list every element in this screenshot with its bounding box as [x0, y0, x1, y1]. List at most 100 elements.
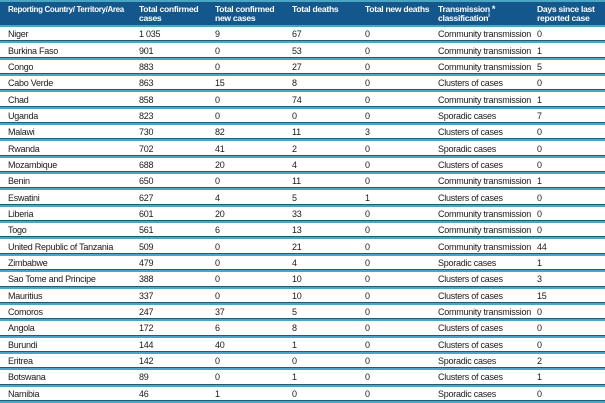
cell-country: Botswana	[8, 372, 46, 383]
cell-classification: Sporadic cases	[438, 257, 497, 268]
cell-country: Zimbabwe	[8, 257, 48, 268]
cell-deaths: 1	[292, 339, 297, 350]
cell-total-cases: 144	[139, 339, 154, 350]
cell-deaths: 0	[292, 110, 297, 121]
cell-classification: Clusters of cases	[438, 192, 503, 203]
cell-deaths: 4	[292, 257, 297, 268]
cell-classification: Clusters of cases	[438, 372, 503, 383]
cell-days-since-last: 0	[537, 208, 542, 219]
table-row: Comoros 247 37 5 0 Community transmission 0	[0, 304, 605, 322]
cell-total-cases: 863	[139, 78, 154, 89]
cell-deaths: 10	[292, 274, 302, 285]
cell-country: Liberia	[8, 208, 34, 219]
table-row: Eritrea 142 0 0 0 Sporadic cases 2	[0, 353, 605, 371]
cell-deaths: 2	[292, 143, 297, 154]
cell-total-cases: 479	[139, 257, 154, 268]
cell-classification: Community transmission	[438, 208, 532, 219]
table-header: Reporting Country/ Territory/Area Total …	[0, 0, 605, 27]
cell-days-since-last: 0	[537, 127, 542, 138]
cell-country: Mozambique	[8, 159, 58, 170]
cell-classification: Clusters of cases	[438, 323, 503, 334]
column-header-classification: Transmission * classificationi	[432, 2, 531, 24]
cell-new-deaths: 0	[365, 225, 370, 236]
cell-classification: Sporadic cases	[438, 143, 497, 154]
cell-total-cases: 142	[139, 356, 154, 367]
table-row: Angola 172 6 8 0 Clusters of cases 0	[0, 321, 605, 338]
cell-new-deaths: 0	[365, 388, 370, 399]
table-row: Zimbabwe 479 0 4 0 Sporadic cases 1	[0, 255, 605, 273]
cell-classification: Community transmission	[438, 176, 532, 187]
cell-new-cases: 0	[215, 110, 220, 121]
cell-days-since-last: 0	[537, 78, 542, 89]
cell-new-deaths: 3	[365, 127, 370, 138]
cell-deaths: 8	[292, 323, 297, 334]
cell-days-since-last: 1	[537, 176, 542, 187]
cell-classification: Community transmission	[438, 94, 532, 105]
cell-days-since-last: 5	[537, 61, 542, 72]
cell-deaths: 74	[292, 94, 302, 105]
cell-deaths: 27	[292, 61, 302, 72]
column-header-country: Reporting Country/ Territory/Area	[8, 5, 124, 14]
cell-new-deaths: 0	[365, 372, 370, 383]
cell-new-deaths: 0	[365, 176, 370, 187]
table-row: Chad 858 0 74 0 Community transmission 1	[0, 92, 605, 109]
cell-country: Mauritius	[8, 290, 43, 301]
cell-new-deaths: 0	[365, 143, 370, 154]
cell-classification: Community transmission	[438, 307, 532, 318]
cell-days-since-last: 3	[537, 274, 542, 285]
cell-new-cases: 0	[215, 241, 220, 252]
cell-country: Cabo Verde	[8, 78, 54, 89]
cell-days-since-last: 44	[537, 241, 547, 252]
table-row: Uganda 823 0 0 0 Sporadic cases 7	[0, 108, 605, 126]
cell-new-cases: 0	[215, 61, 220, 72]
cell-total-cases: 702	[139, 143, 154, 154]
table-row: Niger 1 035 9 67 0 Community transmission 0	[0, 27, 605, 44]
cell-classification: Clusters of cases	[438, 78, 503, 89]
table-row: Botswana 89 0 1 0 Clusters of cases 1	[0, 370, 605, 387]
cell-total-cases: 901	[139, 45, 154, 56]
cell-country: Chad	[8, 94, 29, 105]
cell-country: Rwanda	[8, 143, 40, 154]
cell-total-cases: 1 035	[139, 29, 161, 40]
cell-deaths: 11	[292, 127, 301, 138]
column-header-total-cases: Total confirmed cases	[139, 4, 199, 24]
cell-total-cases: 247	[139, 307, 154, 318]
cell-classification: Community transmission	[438, 241, 532, 252]
cell-days-since-last: 1	[537, 45, 542, 56]
cell-deaths: 33	[292, 208, 302, 219]
cell-total-cases: 688	[139, 159, 154, 170]
cell-country: Angola	[8, 323, 35, 334]
cell-country: Burkina Faso	[8, 45, 59, 56]
cell-classification: Clusters of cases	[438, 339, 503, 350]
cell-new-cases: 20	[215, 159, 225, 170]
cell-new-cases: 4	[215, 192, 220, 203]
cell-deaths: 11	[292, 176, 301, 187]
cell-classification: Clusters of cases	[438, 127, 503, 138]
cell-days-since-last: 0	[537, 143, 542, 154]
cell-new-cases: 82	[215, 127, 225, 138]
cell-country: Malawi	[8, 127, 35, 138]
cell-classification: Community transmission	[438, 45, 532, 56]
cell-days-since-last: 15	[537, 290, 547, 301]
footnote-asterisk: *	[491, 4, 496, 14]
cell-classification: Clusters of cases	[438, 159, 503, 170]
cell-days-since-last: 1	[537, 257, 542, 268]
cell-days-since-last: 1	[537, 372, 542, 383]
cell-deaths: 1	[292, 372, 297, 383]
cell-total-cases: 172	[139, 323, 154, 334]
cell-new-cases: 40	[215, 339, 225, 350]
table-row: Benin 650 0 11 0 Community transmission 1	[0, 174, 605, 191]
cell-new-deaths: 0	[365, 339, 370, 350]
cell-new-cases: 0	[215, 290, 220, 301]
cell-country: Eritrea	[8, 356, 33, 367]
column-header-new-deaths: Total new deaths	[365, 4, 430, 14]
cell-new-deaths: 0	[365, 61, 370, 72]
cell-classification: Sporadic cases	[438, 388, 497, 399]
cell-deaths: 21	[292, 241, 302, 252]
cell-new-cases: 37	[215, 307, 225, 318]
cell-country: Togo	[8, 225, 27, 236]
cell-country: Burundi	[8, 339, 38, 350]
table-row: United Republic of Tanzania 509 0 21 0 Commun…	[0, 239, 605, 256]
cell-deaths: 4	[292, 159, 297, 170]
cell-classification: Clusters of cases	[438, 290, 503, 301]
